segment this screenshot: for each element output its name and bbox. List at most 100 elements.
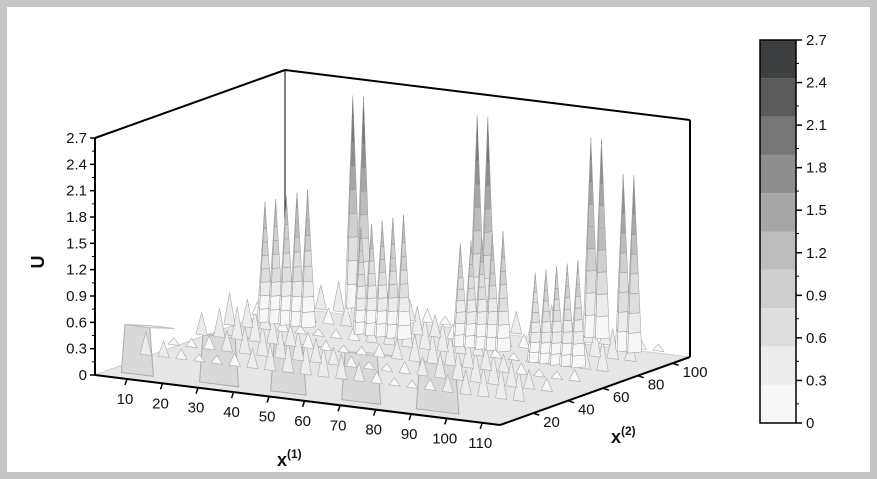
surface-peak-face [367,285,378,299]
surface-ridge-spike [510,311,523,335]
surface-peak-face [490,259,496,274]
colorbar-label: 1.5 [806,202,827,219]
x-axis-tick [443,418,448,425]
surface-ridge-spike [523,368,536,390]
surface-peak-face [362,96,365,121]
surface-peak-face [545,269,548,281]
surface-peak-face [576,272,580,285]
colorbar-label: 1.8 [806,160,827,177]
surface-ridge-spike [210,354,224,365]
x-axis-tick [408,413,412,421]
x-axis-tick [159,383,164,390]
surface-peak-face [477,298,488,313]
box-edge-top-back [284,69,691,121]
surface-ridge-spike [373,342,386,358]
x-tick-label: 10 [117,391,134,408]
surface-ridge-spike [515,362,528,376]
surface-peak-face [459,243,462,256]
surface-peak-face [284,224,290,240]
colorbar-band [760,154,796,194]
surface-peak-face [274,198,277,214]
surface-peak-face [563,308,572,322]
z-axis-title: U [28,256,48,269]
surface-peak-face [271,267,282,283]
y-axis: 20 40 60 80 100 [532,362,708,431]
y-axis-title: x(2) [611,424,636,447]
surface-peak-face [534,272,537,284]
surface-ridge-spike [302,331,315,350]
surface-peak-face [630,234,638,255]
z-tick-label: 1.5 [66,235,87,252]
surface-peak-face [480,237,483,251]
surface-peak-face [401,242,407,257]
surface-peak-face [564,286,571,299]
x-axis-tick [301,400,306,408]
surface-peak-face [350,142,356,167]
surface-peak-face [572,331,585,345]
surface-ridge-spike [228,352,241,367]
y-axis-title-sup: (2) [621,424,636,438]
colorbar-label: 2.7 [806,32,827,49]
surface-ridge-spike [429,314,442,338]
surface-peak-face [456,300,466,313]
surface-peak-face [292,266,303,283]
x-tick-label: 110 [468,435,492,452]
surface-ridge-spike [329,328,343,340]
surface-ridge-spike [355,345,368,356]
surface-ridge-spike [335,353,348,380]
surface-peak-face [587,204,595,228]
surface-peak-face [484,185,492,210]
surface-peak-face [491,234,494,248]
x-axis-tick [337,405,341,412]
x-tick-label: 90 [401,426,418,443]
surface-peak-face [627,332,642,354]
surface-peak-face [380,233,385,247]
colorbar-band [760,308,796,347]
surface-peak-face [622,174,625,195]
surface-peak-face [378,271,387,286]
surface-peak-face [490,247,495,261]
surface-ridge-spike [312,328,325,337]
colorbar-band [760,384,796,423]
surface-peak-face [621,193,626,214]
x-axis-tick [230,391,235,399]
surface-peak-face [499,284,508,299]
surface-ridge-spike [459,369,472,396]
surface-peak-face [390,244,396,259]
surface-peak-face [597,227,607,251]
surface-peak-face [478,274,486,288]
colorbar-band [760,346,796,385]
surface-peak-face [595,315,610,340]
surface-peak-face [554,277,559,289]
surface-peak-face [631,214,637,235]
surface-peak-face [475,138,480,162]
surface-ridge-spike [345,355,358,368]
surface-peak-face [359,190,369,216]
colorbar-label: 1.2 [806,245,827,262]
z-tick-label: 1.2 [66,262,87,279]
y-axis-tick [602,387,610,391]
surface-peak-face [294,236,301,253]
colorbar-label: 2.1 [806,117,827,134]
x-axis-tick [266,396,270,403]
surface-peak-face [502,231,505,246]
surface-ridge-spike [550,370,564,380]
colorbar-band [760,269,796,309]
surface-peak-face [571,354,586,369]
y-tick-label: 80 [648,377,665,394]
surface-peak-face [377,284,388,299]
surface-peak-face [272,253,281,269]
box-edge-y-axis [499,356,691,426]
surface-plot [94,95,691,426]
surface-peak-face [620,232,627,254]
colorbar: 0 0.3 0.6 0.9 1.2 1.5 1.8 2.1 2.4 2.7 [759,32,827,432]
surface-ridge-spike [157,339,170,359]
surface-peak-face [498,310,510,326]
surface-peak-face [532,292,539,304]
surface-peak-face [399,283,410,299]
plot-box-back [94,69,691,357]
z-tick-label: 2.4 [66,156,87,173]
surface-peak-face [468,275,475,289]
colorbar-band [760,193,796,232]
surface-peak-face [599,183,605,207]
